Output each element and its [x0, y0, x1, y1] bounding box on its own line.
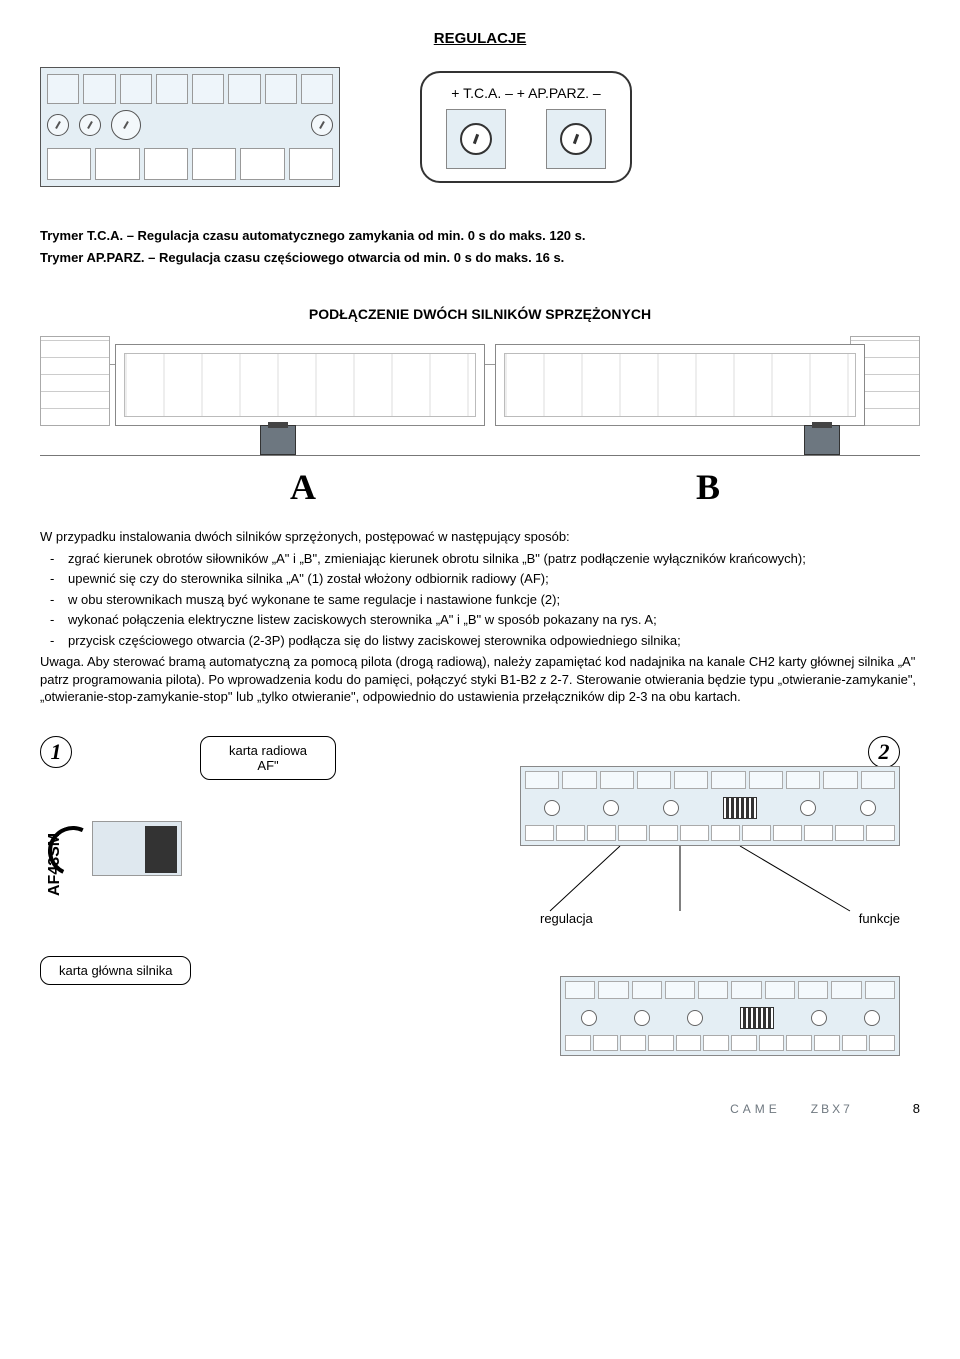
gate-panel-b — [495, 344, 865, 426]
bullet-item: zgrać kierunek obrotów siłowników „A" i … — [68, 550, 920, 568]
uwaga-paragraph: Uwaga. Aby sterować bramą automatyczną z… — [40, 653, 920, 706]
af43sm-label: AF43SM — [46, 833, 64, 896]
footer-page-number: 8 — [913, 1101, 920, 1116]
bullet-item: wykonać połączenia elektryczne listew za… — [68, 611, 920, 629]
figure-number-2: 2 — [868, 736, 900, 768]
af43sm-card-figure: AF43SM — [70, 816, 180, 896]
regulation-function-labels: regulacja funkcje — [540, 911, 900, 926]
karta-radiowa-line2: AF" — [229, 758, 307, 773]
trymer-apparz-line: Trymer AP.PARZ. – Regulacja czasu części… — [40, 250, 564, 265]
karta-glowna-label: karta główna silnika — [40, 956, 191, 985]
trimmer-knob-icon — [47, 114, 69, 136]
tca-knob-icon — [446, 109, 506, 169]
label-b: B — [696, 466, 720, 508]
callout-label: + T.C.A. – + AP.PARZ. – — [446, 85, 606, 101]
funkcje-label: funkcje — [859, 911, 900, 926]
control-board-schematic — [40, 67, 340, 187]
bullet-item: w obu sterownikach muszą być wykonane te… — [68, 591, 920, 609]
label-a: A — [290, 466, 316, 508]
figure-number-1: 1 — [40, 736, 72, 768]
controller-board-lower — [560, 976, 900, 1056]
bullet-item: upewnić się czy do sterownika silnika „A… — [68, 570, 920, 588]
trimmer-knob-icon — [79, 114, 101, 136]
instructions-text: W przypadku instalowania dwóch silników … — [40, 528, 920, 706]
motor-b-icon — [804, 425, 840, 455]
page-title: REGULACJE — [40, 30, 920, 47]
motor-a-icon — [260, 425, 296, 455]
trimmer-knob-icon — [111, 110, 141, 140]
intro-line: W przypadku instalowania dwóch silników … — [40, 528, 920, 546]
trimmer-knob-icon — [311, 114, 333, 136]
bottom-figures: 1 2 karta radiowa AF" AF43SM karta główn… — [40, 736, 920, 1076]
dip-switch-icon — [740, 1007, 774, 1029]
trimmer-callout: + T.C.A. – + AP.PARZ. – — [420, 71, 632, 183]
gate-panel-a — [115, 344, 485, 426]
top-figure-row: + T.C.A. – + AP.PARZ. – — [40, 67, 920, 187]
karta-radiowa-label: karta radiowa AF" — [200, 736, 336, 780]
footer-model: ZBX7 — [811, 1102, 853, 1116]
page-footer: CAME ZBX7 8 — [730, 1101, 920, 1116]
regulacja-label: regulacja — [540, 911, 593, 926]
instruction-bullets: zgrać kierunek obrotów siłowników „A" i … — [40, 550, 920, 650]
radio-card-icon — [92, 821, 182, 876]
trymer-description: Trymer T.C.A. – Regulacja czasu automaty… — [40, 227, 920, 266]
bullet-item: przycisk częściowego otwarcia (2-3P) pod… — [68, 632, 920, 650]
dip-switch-icon — [723, 797, 757, 819]
trymer-tca-line: Trymer T.C.A. – Regulacja czasu automaty… — [40, 228, 586, 243]
apparz-knob-icon — [546, 109, 606, 169]
controller-board-upper — [520, 766, 900, 846]
motor-ab-labels: A B — [40, 466, 920, 508]
karta-radiowa-line1: karta radiowa — [229, 743, 307, 758]
coupled-gates-diagram — [40, 336, 920, 456]
lead-lines-icon — [520, 846, 900, 916]
footer-brand: CAME — [730, 1102, 781, 1116]
section-heading-coupled-motors: PODŁĄCZENIE DWÓCH SILNIKÓW SPRZĘŻONYCH — [40, 306, 920, 322]
wall-left-icon — [40, 336, 110, 426]
